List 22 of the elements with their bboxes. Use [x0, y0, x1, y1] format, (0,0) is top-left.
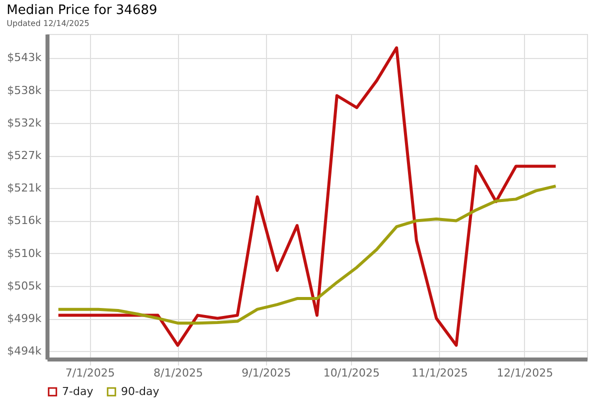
x-tick-label: 10/1/2025 [323, 366, 380, 380]
y-tick-label: $543k [7, 51, 42, 64]
x-tick-label: 9/1/2025 [242, 366, 292, 380]
line-series [56, 46, 558, 347]
y-tick-label: $521k [7, 182, 42, 195]
y-tick-label: $494k [7, 344, 42, 358]
legend-label: 7-day [62, 384, 94, 398]
y-tick-label: $510k [7, 246, 42, 260]
x-tick-label: 7/1/2025 [65, 366, 115, 380]
y-tick-label: $516k [7, 214, 42, 228]
legend-label: 90-day [121, 384, 160, 398]
y-tick-label: $527k [7, 149, 42, 162]
chart-subtitle: Updated 12/14/2025 [6, 19, 90, 28]
y-tick-label: $532k [7, 116, 42, 130]
x-tick-label: 8/1/2025 [154, 366, 203, 380]
x-tick-label: 11/1/2025 [412, 366, 468, 380]
chart-title: Median Price for 34689 [6, 3, 158, 18]
y-tick-label: $505k [7, 279, 42, 292]
line-series [56, 184, 558, 325]
y-tick-label: $499k [7, 312, 42, 326]
x-tick-label: 12/1/2025 [496, 366, 554, 380]
y-tick-label: $538k [7, 84, 42, 97]
